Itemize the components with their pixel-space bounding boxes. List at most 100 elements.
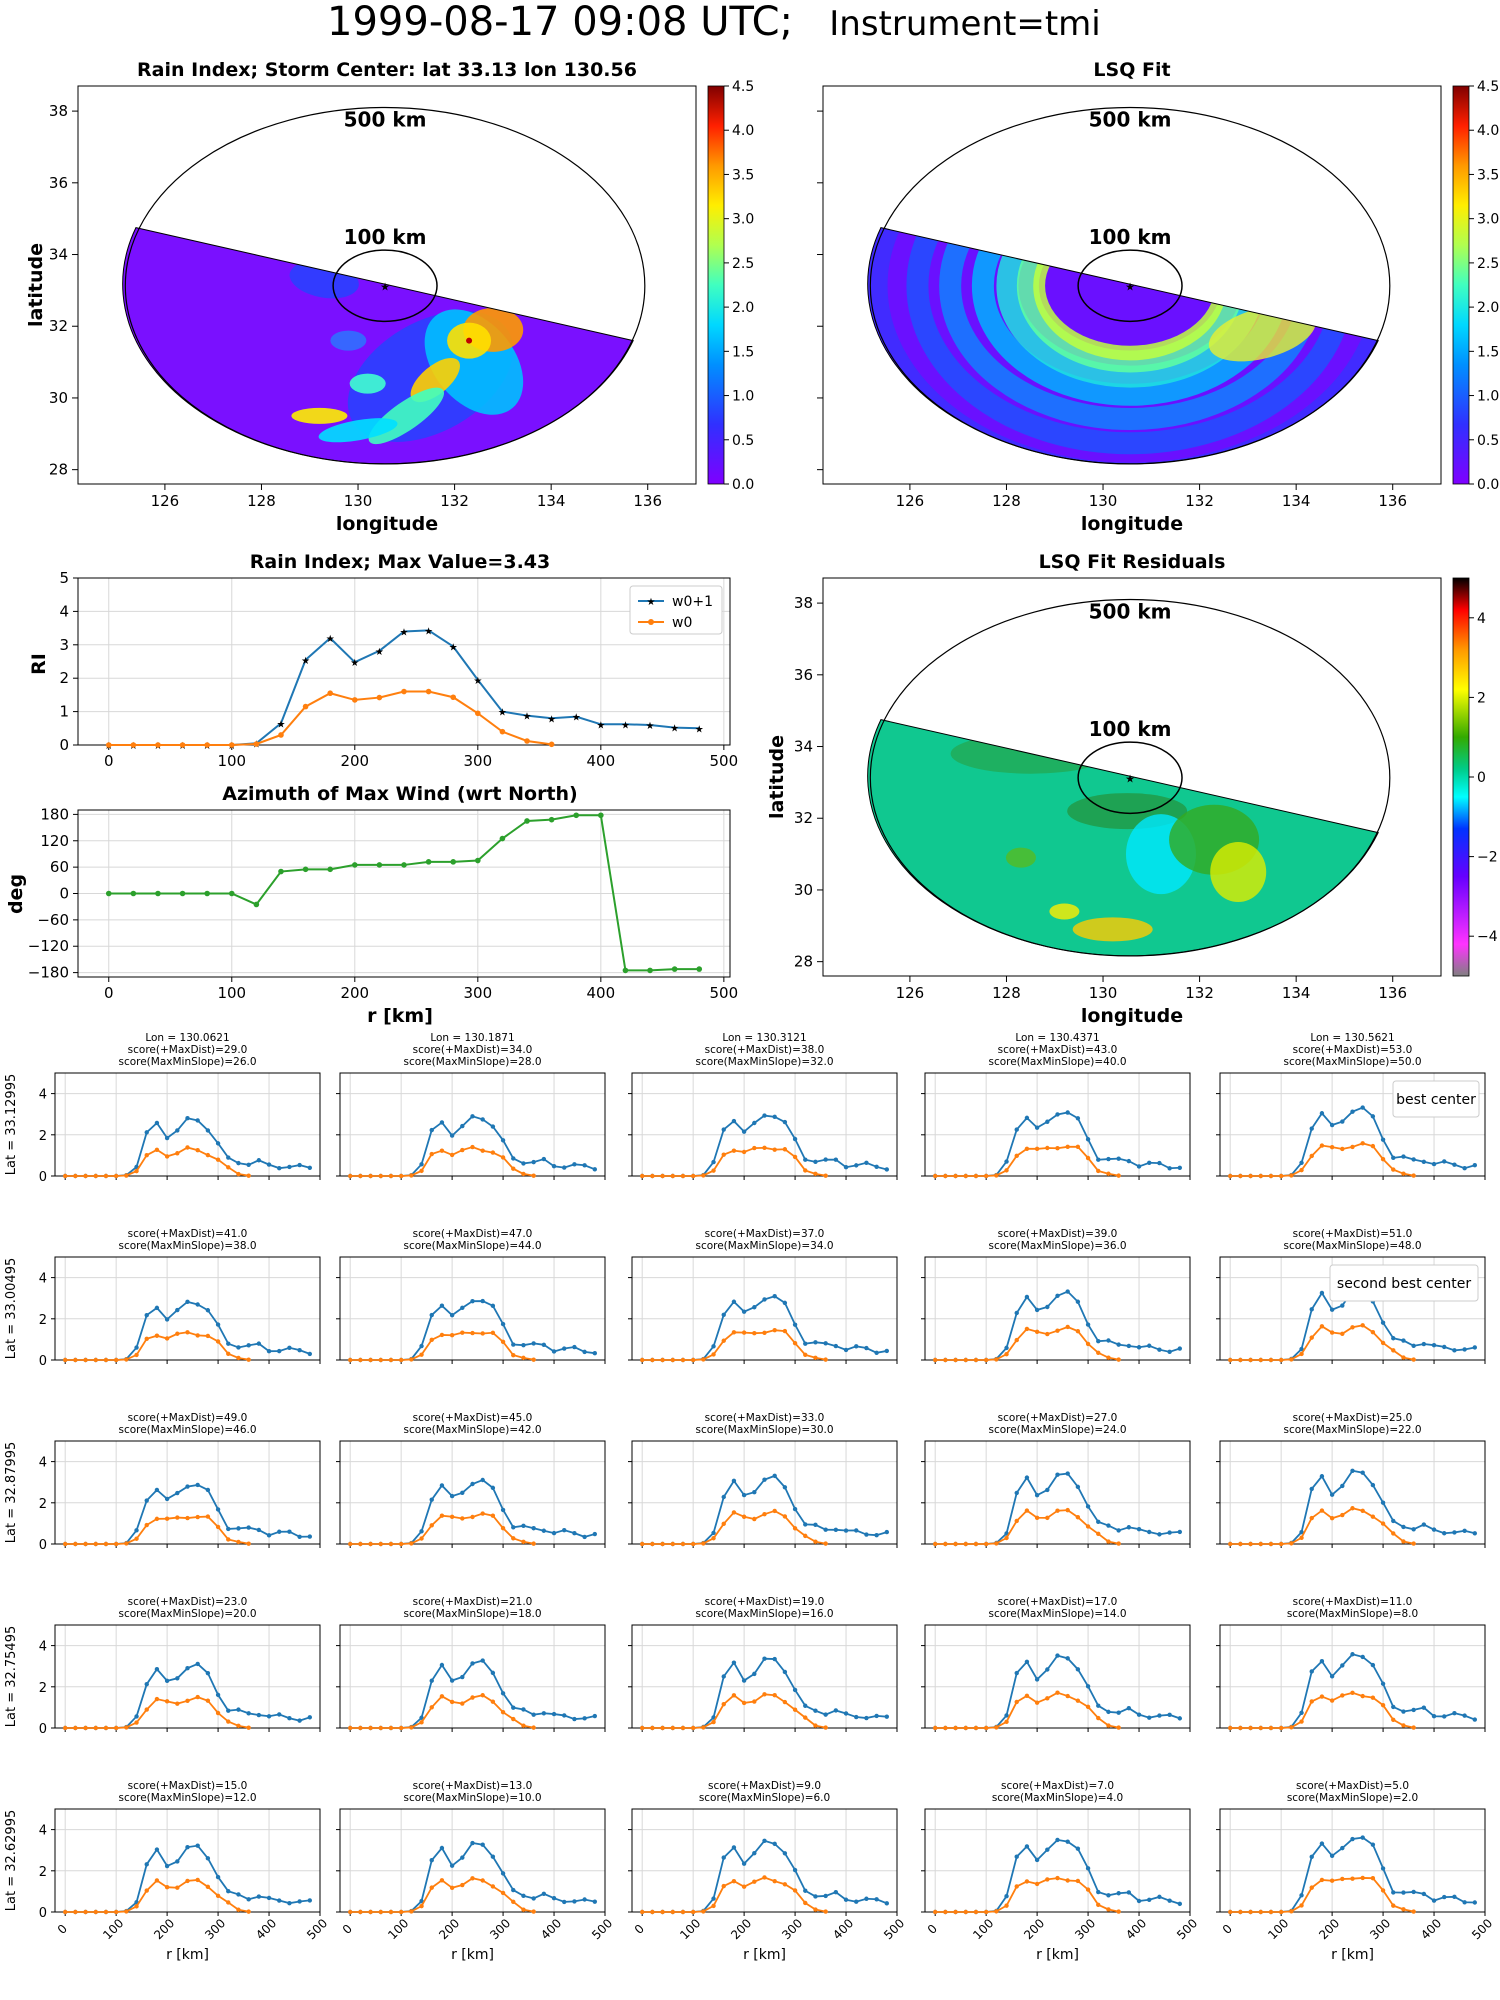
data-point (185, 1878, 190, 1884)
colorbar-tick-label: 2.5 (1477, 256, 1499, 272)
data-point (994, 1173, 999, 1178)
data-point (154, 1333, 160, 1338)
data-point (1085, 1504, 1091, 1509)
data-point (246, 1725, 251, 1730)
data-point (266, 1162, 272, 1167)
colorbar-tick-label: 2 (1477, 690, 1486, 706)
data-point (1096, 1168, 1101, 1174)
data-point (1329, 1516, 1335, 1521)
data-point (1238, 1909, 1243, 1915)
data-point (531, 1725, 536, 1730)
data-point (1157, 1347, 1162, 1352)
data-point (650, 1725, 655, 1731)
data-point (562, 1713, 567, 1718)
data-point (1360, 1105, 1365, 1110)
data-point (1096, 1531, 1101, 1537)
title-datetime: 1999-08-17 09:08 UTC; (327, 0, 793, 45)
data-point (144, 1681, 149, 1687)
ring-500km (869, 106, 1391, 465)
data-point (823, 1712, 828, 1717)
data-point (803, 1341, 808, 1346)
data-point (963, 1173, 968, 1179)
data-point (307, 1351, 313, 1357)
data-point (792, 1707, 798, 1712)
data-point (113, 1541, 119, 1547)
data-point (155, 742, 161, 748)
data-point (470, 1695, 475, 1700)
data-point (1268, 1725, 1274, 1731)
data-point (680, 1725, 686, 1731)
data-point (1309, 1854, 1314, 1859)
data-point (1147, 1343, 1152, 1348)
ring-label-100km: 100 km (1089, 717, 1172, 741)
panel-lon-label: Lon = 130.4371 (1015, 1032, 1099, 1044)
data-point (154, 1147, 160, 1152)
data-point (1319, 1474, 1325, 1479)
data-point (1401, 1171, 1406, 1176)
data-point (1227, 1725, 1233, 1731)
center-candidate-panel: 0 2 4 score(+MaxDist)=49.0score(MaxMinSlope… (4, 1412, 321, 1553)
data-point (1431, 1714, 1437, 1719)
data-point (480, 1693, 485, 1698)
data-point (598, 812, 604, 819)
data-point (983, 1357, 989, 1363)
data-point: ★ (424, 626, 433, 637)
data-point (1268, 1909, 1274, 1915)
data-point (1309, 1153, 1314, 1159)
data-point (782, 1514, 788, 1519)
data-point (1147, 1160, 1152, 1165)
center-candidate-panel: 0 100 200 300 400 500 score(+MaxDist)=5.0score… (1216, 1780, 1495, 1963)
data-point (813, 1171, 818, 1177)
data-point (449, 1313, 455, 1318)
data-point (1472, 1900, 1478, 1905)
data-point (1391, 1348, 1396, 1353)
x-tick-label: 126 (151, 492, 180, 510)
data-point (429, 1312, 434, 1318)
data-point (701, 1725, 706, 1730)
data-point (164, 1336, 170, 1341)
data-point (1421, 1705, 1427, 1710)
data-point (1299, 1346, 1304, 1352)
data-point (409, 1173, 414, 1178)
data-point (351, 862, 358, 868)
panel-score-maxminslope: score(MaxMinSlope)=36.0 (988, 1240, 1126, 1252)
data-point (696, 966, 703, 972)
data-point (236, 1526, 241, 1531)
data-point (511, 1156, 516, 1161)
data-point (1065, 1471, 1070, 1476)
data-point (511, 1525, 516, 1530)
data-point (480, 1477, 485, 1483)
data-point (953, 1541, 958, 1547)
data-point (762, 1113, 767, 1118)
x-tick-label: 132 (440, 492, 469, 510)
data-point (782, 1669, 788, 1675)
data-point (1065, 1656, 1070, 1661)
data-point (803, 1522, 808, 1527)
data-point (1004, 1159, 1009, 1164)
data-point (731, 1878, 737, 1884)
data-point: ★ (301, 656, 310, 667)
data-point (278, 868, 284, 875)
data-point (823, 1725, 828, 1730)
data-point (1045, 1145, 1050, 1151)
data-point (843, 1165, 849, 1170)
data-point (772, 1114, 777, 1120)
data-point (480, 1511, 485, 1516)
panel-score-maxdist: score(+MaxDist)=41.0 (128, 1228, 248, 1240)
data-point (622, 967, 629, 974)
storm-center-marker: ★ (380, 281, 390, 294)
y-tick-label: 0 (39, 1538, 47, 1553)
data-point (179, 742, 186, 748)
data-point (439, 1845, 445, 1851)
data-point (1177, 1529, 1183, 1535)
data-point (1075, 1515, 1081, 1520)
data-point (1370, 1842, 1376, 1847)
data-point (772, 1473, 777, 1479)
residuals-map: LSQ Fit Residuals 500 km 100 km ★ 126 128 130… (766, 551, 1498, 1027)
data-point (93, 1173, 98, 1179)
data-point: ★ (276, 719, 285, 730)
data-point (1370, 1514, 1376, 1519)
data-point (195, 1514, 200, 1520)
data-point: ★ (596, 720, 605, 731)
data-point (449, 1514, 455, 1519)
